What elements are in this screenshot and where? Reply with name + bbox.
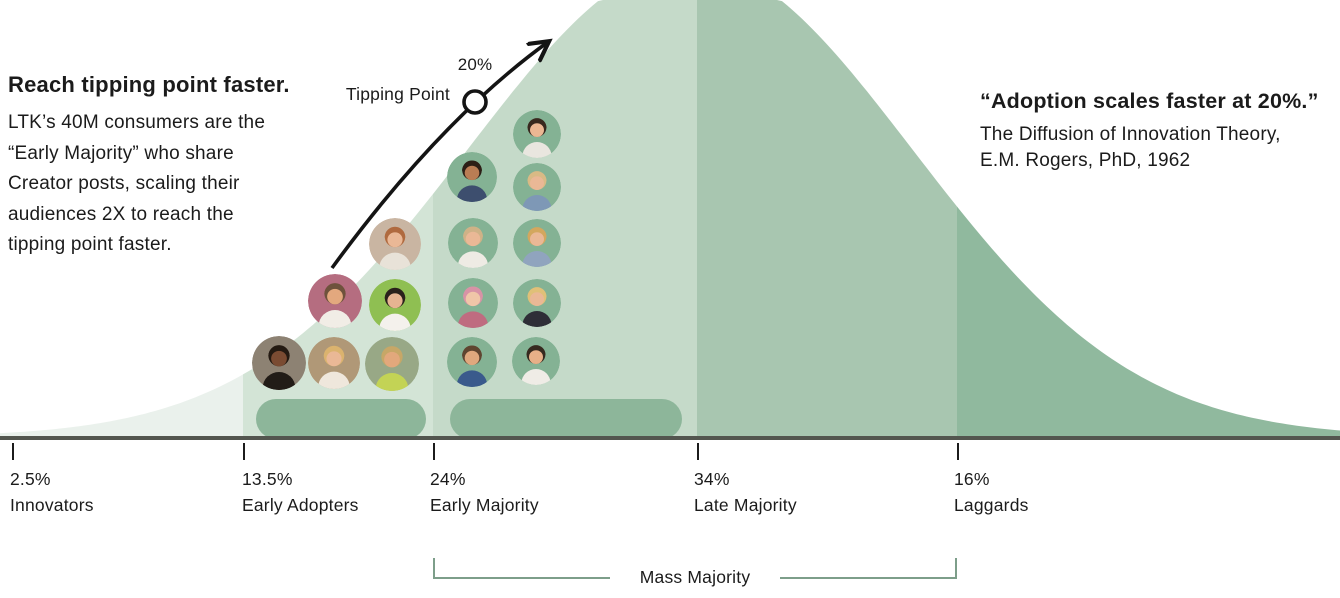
segment-pct: 16% <box>954 469 990 489</box>
person-icon <box>513 219 561 267</box>
creator-avatar-13 <box>513 219 561 267</box>
segment-label: Late Majority <box>694 495 797 515</box>
early-majority-pill <box>450 399 682 439</box>
axis-tick <box>12 443 14 460</box>
segment-label: Early Majority <box>430 495 539 515</box>
person-icon <box>369 218 421 270</box>
axis-tick <box>957 443 959 460</box>
axis-line <box>0 436 1340 440</box>
segment-pct: 34% <box>694 469 730 489</box>
segment-pct: 13.5% <box>242 469 293 489</box>
person-icon <box>308 274 362 328</box>
person-icon <box>252 336 306 390</box>
bell-section-5 <box>957 206 1340 437</box>
bell-section-1 <box>0 374 243 437</box>
person-icon <box>513 279 561 327</box>
creator-avatar-12 <box>513 163 561 211</box>
segment-label: Innovators <box>10 495 94 515</box>
creator-avatar-10 <box>447 337 497 387</box>
person-icon <box>447 152 497 202</box>
bell-section-4 <box>697 0 957 437</box>
axis-tick <box>433 443 435 460</box>
callout-line: tipping point faster. <box>8 234 172 255</box>
creator-avatar-7 <box>447 152 497 202</box>
person-icon <box>447 337 497 387</box>
segment-pct: 2.5% <box>10 469 51 489</box>
segment-label: Early Adopters <box>242 495 359 515</box>
axis-label-laggards: 16% Laggards <box>954 466 1029 518</box>
bracket-left-end <box>433 558 435 578</box>
axis-tick <box>243 443 245 460</box>
creator-avatar-15 <box>512 337 560 385</box>
quote-source-line: The Diffusion of Innovation Theory, <box>980 124 1281 145</box>
mass-majority-bracket: Mass Majority <box>433 566 957 589</box>
creator-avatar-4 <box>252 336 306 390</box>
person-icon <box>448 218 498 268</box>
creator-avatar-14 <box>513 279 561 327</box>
axis-label-early-adopters: 13.5% Early Adopters <box>242 466 359 518</box>
person-icon <box>513 110 561 158</box>
quote-source-line: E.M. Rogers, PhD, 1962 <box>980 150 1191 171</box>
creator-avatar-1 <box>369 218 421 270</box>
person-icon <box>448 278 498 328</box>
creator-avatar-11 <box>513 110 561 158</box>
adoption-quote: “Adoption scales faster at 20%.” The Dif… <box>980 88 1330 174</box>
callout-line: LTK’s 40M consumers are the <box>8 112 266 133</box>
segment-pct: 24% <box>430 469 466 489</box>
callout-line: audiences 2X to reach the <box>8 203 234 225</box>
bracket-right-end <box>955 558 957 578</box>
creator-avatar-6 <box>365 337 419 391</box>
callout-line: “Early Majority” who share <box>8 142 234 164</box>
segment-label: Laggards <box>954 495 1029 515</box>
early-adopters-pill <box>256 399 426 439</box>
person-icon <box>513 163 561 211</box>
person-icon <box>365 337 419 391</box>
axis-label-late-majority: 34% Late Majority <box>694 466 797 518</box>
axis-label-early-majority: 24% Early Majority <box>430 466 539 518</box>
quote-heading: “Adoption scales faster at 20%.” <box>980 89 1319 113</box>
creator-avatar-2 <box>308 274 362 328</box>
person-icon <box>308 337 360 389</box>
mass-majority-label: Mass Majority <box>609 566 781 589</box>
callout-line: Creator posts, scaling their <box>8 173 240 194</box>
creator-avatar-3 <box>369 279 421 331</box>
tipping-point-label: Tipping Point <box>345 84 450 104</box>
creator-avatar-9 <box>448 278 498 328</box>
person-icon <box>512 337 560 385</box>
axis-tick <box>697 443 699 460</box>
left-callout: Reach tipping point faster. LTK’s 40M co… <box>8 72 308 261</box>
axis-label-innovators: 2.5% Innovators <box>10 466 94 518</box>
creator-avatar-5 <box>308 337 360 389</box>
tipping-point-value: 20% <box>457 55 493 74</box>
creator-avatar-8 <box>448 218 498 268</box>
person-icon <box>369 279 421 331</box>
callout-heading: Reach tipping point faster. <box>8 72 290 97</box>
